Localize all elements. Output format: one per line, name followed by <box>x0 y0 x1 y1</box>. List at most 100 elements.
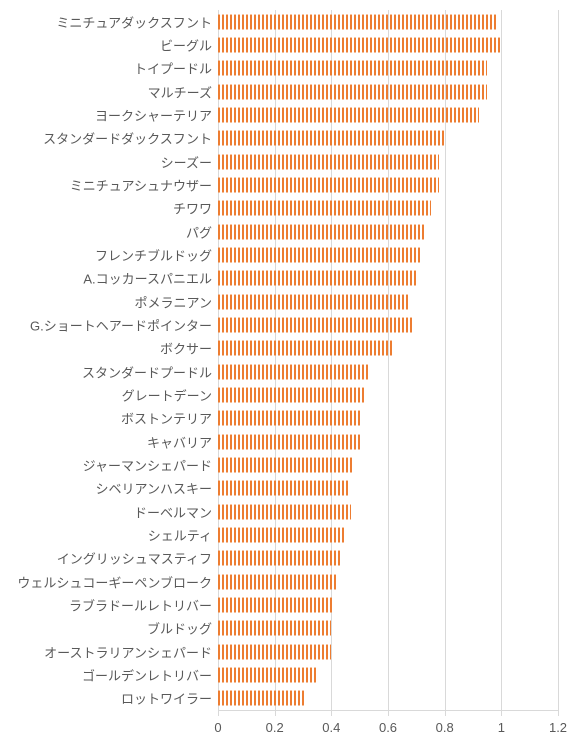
bar-fill <box>218 341 394 356</box>
bar-row: ボクサー <box>218 337 558 360</box>
bar <box>218 481 348 496</box>
bar <box>218 551 340 566</box>
bar <box>218 178 439 193</box>
category-label: ジャーマンシェパード <box>83 455 218 474</box>
bar <box>218 154 439 169</box>
category-label: チワワ <box>173 199 218 218</box>
category-label: ビーグル <box>160 35 218 54</box>
bar-fill <box>218 668 317 683</box>
bar <box>218 294 408 309</box>
bar-row: G.ショートヘアードポインター <box>218 313 558 336</box>
category-label: ボクサー <box>160 339 218 358</box>
bar-row: チワワ <box>218 197 558 220</box>
category-label: シェルティ <box>148 525 218 544</box>
category-label: G.ショートヘアードポインター <box>30 315 218 334</box>
category-label: パグ <box>186 222 218 241</box>
bar <box>218 84 487 99</box>
bar-fill <box>218 271 416 286</box>
category-label: ウェルシュコーギーペンブローク <box>17 572 218 591</box>
bar-row: スタンダードダックスフント <box>218 127 558 150</box>
bar-fill <box>218 178 439 193</box>
bar-row: ビーグル <box>218 33 558 56</box>
bar <box>218 61 487 76</box>
category-label: トイプードル <box>134 59 218 78</box>
x-axis-line <box>218 710 558 711</box>
bar <box>218 224 425 239</box>
category-label: マルチーズ <box>148 82 218 101</box>
bar <box>218 248 422 263</box>
category-label: スタンダードダックスフント <box>43 129 218 148</box>
category-label: フレンチブルドッグ <box>95 245 218 264</box>
bar-fill <box>218 481 348 496</box>
bar-fill <box>218 364 368 379</box>
bar-row: マルチーズ <box>218 80 558 103</box>
bar-fill <box>218 14 496 29</box>
bar-fill <box>218 108 479 123</box>
category-label: ポメラニアン <box>135 292 218 311</box>
bar <box>218 621 331 636</box>
bar-fill <box>218 551 340 566</box>
bar <box>218 388 365 403</box>
bar-row: ミニチュアシュナウザー <box>218 173 558 196</box>
bar-row: キャバリア <box>218 430 558 453</box>
category-label: A.コッカースパニエル <box>83 269 218 288</box>
bar <box>218 364 368 379</box>
bar-fill <box>218 621 331 636</box>
bar-fill <box>218 598 334 613</box>
bar-row: ポメラニアン <box>218 290 558 313</box>
bar <box>218 668 317 683</box>
category-label: ブルドッグ <box>147 619 218 638</box>
bar <box>218 131 445 146</box>
category-label: シベリアンハスキー <box>96 479 218 498</box>
bar-row: ヨークシャーテリア <box>218 103 558 126</box>
x-axis-label: 0 <box>214 720 221 735</box>
bar-row: フレンチブルドッグ <box>218 243 558 266</box>
x-axis-label: 0.8 <box>436 720 454 735</box>
category-label: ラブラドールレトリバー <box>69 595 218 614</box>
category-label: キャバリア <box>147 432 218 451</box>
bar-fill <box>218 318 414 333</box>
bar <box>218 598 334 613</box>
category-label: ヨークシャーテリア <box>95 105 218 124</box>
bar-row: イングリッシュマスティフ <box>218 547 558 570</box>
x-axis-label: 1.2 <box>549 720 567 735</box>
bar-row: ドーベルマン <box>218 500 558 523</box>
bar <box>218 38 501 53</box>
bar <box>218 341 394 356</box>
bar-fill <box>218 528 346 543</box>
category-label: グレートデーン <box>122 385 218 404</box>
bar-row: オーストラリアンシェパード <box>218 640 558 663</box>
category-label: スタンダードプードル <box>82 362 218 381</box>
bar-row: グレートデーン <box>218 383 558 406</box>
bar-fill <box>218 61 487 76</box>
x-axis-label: 0.4 <box>322 720 340 735</box>
x-axis-label: 1 <box>498 720 505 735</box>
category-label: ゴールデンレトリバー <box>82 665 218 684</box>
bar <box>218 434 360 449</box>
bar-fill <box>218 644 331 659</box>
bar-fill <box>218 38 501 53</box>
bar-fill <box>218 248 422 263</box>
bar-row: トイプードル <box>218 57 558 80</box>
category-label: シーズー <box>161 152 218 171</box>
bar-fill <box>218 154 439 169</box>
bar-row: A.コッカースパニエル <box>218 267 558 290</box>
bar-fill <box>218 294 408 309</box>
bar-fill <box>218 84 487 99</box>
bar-row: ラブラドールレトリバー <box>218 593 558 616</box>
category-label: ロットワイラー <box>121 689 218 708</box>
bar-fill <box>218 434 360 449</box>
bar-row: ジャーマンシェパード <box>218 453 558 476</box>
category-label: イングリッシュマスティフ <box>57 549 218 568</box>
bar-fill <box>218 691 306 706</box>
bar-fill <box>218 388 365 403</box>
bar <box>218 528 346 543</box>
bar <box>218 318 414 333</box>
bar-row: スタンダードプードル <box>218 360 558 383</box>
bar <box>218 458 354 473</box>
bar <box>218 14 496 29</box>
bar-fill <box>218 224 425 239</box>
category-label: ドーベルマン <box>134 502 218 521</box>
bar <box>218 411 360 426</box>
bar <box>218 108 479 123</box>
